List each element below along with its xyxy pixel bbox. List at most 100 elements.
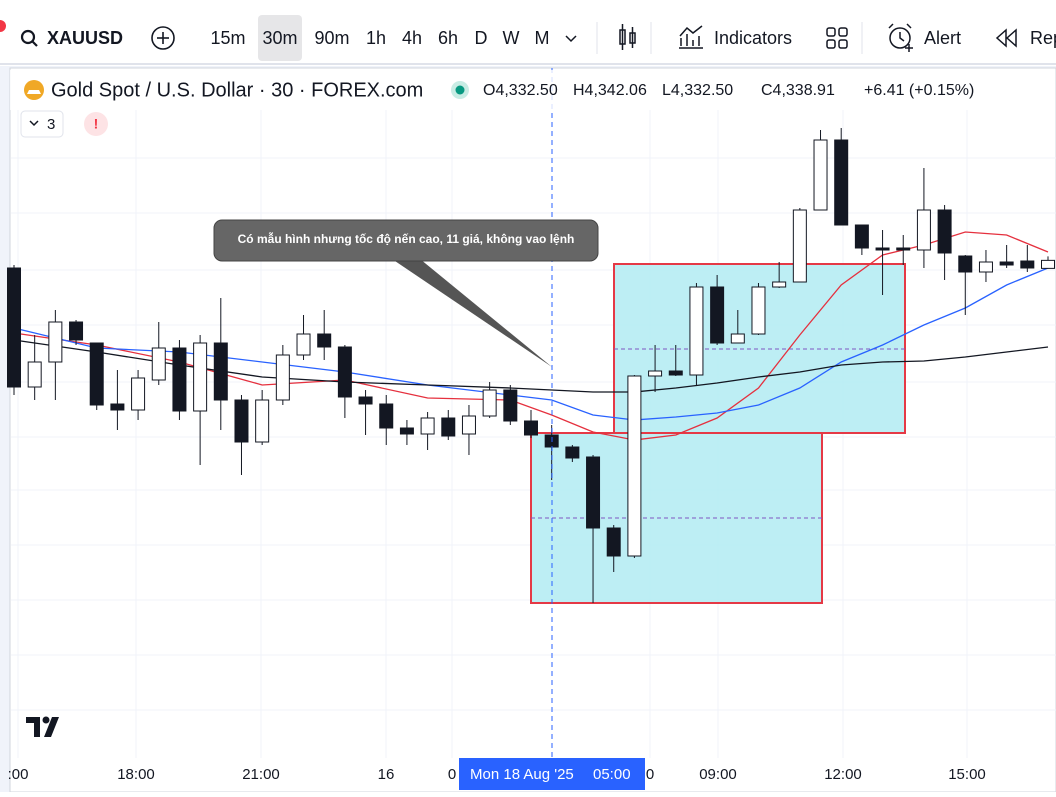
x-tick-label: 18:00 — [117, 766, 155, 783]
alert-badge: ! — [94, 116, 99, 132]
candle-body — [172, 347, 187, 412]
candle-body — [151, 347, 166, 381]
crosshair-time: 05:00 — [593, 766, 631, 783]
candle-body — [255, 399, 270, 443]
candle-body — [379, 403, 394, 429]
market-status-dot — [455, 85, 465, 95]
crosshair-date: Mon 18 Aug '25 — [470, 766, 574, 783]
candle-body — [730, 333, 745, 344]
legend-value: +6.41 (+0.15%) — [864, 82, 974, 99]
toolbar — [0, 0, 1056, 64]
x-tick-label: 09:00 — [699, 766, 737, 783]
search-icon — [20, 29, 38, 47]
legend-value: O4,332.50 — [483, 82, 558, 99]
x-tick-label: 0 — [448, 766, 456, 783]
x-tick-label: 0 — [646, 766, 654, 783]
interval-button[interactable]: 90m — [314, 28, 349, 48]
candle-body — [48, 321, 63, 363]
position-box[interactable] — [530, 432, 823, 604]
candle-body — [131, 377, 146, 411]
candle-body — [606, 527, 621, 557]
symbol[interactable]: XAUUSD — [47, 28, 123, 48]
interval-button[interactable]: 4h — [402, 28, 422, 48]
candle-body — [937, 209, 952, 254]
interval-button[interactable]: 30m — [262, 28, 297, 48]
candle-body — [399, 427, 414, 435]
chevron — [29, 120, 39, 127]
candle-body — [627, 375, 642, 557]
candle-body — [441, 417, 456, 437]
alert-icon[interactable] — [888, 23, 913, 52]
replay-button[interactable]: Rep — [1030, 28, 1056, 48]
candle-body — [648, 370, 663, 377]
candle-body — [1020, 260, 1035, 269]
candle-body — [792, 209, 807, 283]
candle-body — [524, 420, 538, 436]
candle-body — [503, 389, 518, 422]
x-tick-label: 12:00 — [824, 766, 862, 783]
replay-icon[interactable] — [995, 28, 1017, 48]
callout-text: Có mẫu hình nhưng tốc độ nến cao, 11 giá… — [238, 231, 575, 246]
x-tick-label: :00 — [8, 766, 29, 783]
notification-dot — [0, 20, 6, 32]
alert-badge-bg[interactable] — [84, 112, 108, 136]
chart-title: Gold Spot / U.S. Dollar · 30 · FOREX.com — [51, 79, 423, 101]
candle-body — [586, 456, 601, 529]
candle-body — [813, 139, 828, 211]
candle-body — [193, 342, 208, 412]
candle-body — [296, 333, 311, 356]
interval-button[interactable]: 1h — [366, 28, 386, 48]
candle-body — [834, 139, 849, 226]
candle-body — [875, 247, 890, 251]
symbol-logo-mark — [27, 90, 41, 94]
candle-body — [7, 267, 21, 388]
candle-body — [668, 370, 683, 376]
candle-body — [275, 354, 290, 401]
callout[interactable] — [213, 219, 599, 262]
x-tick-label: 21:00 — [242, 766, 280, 783]
candle-body — [772, 281, 787, 288]
alert-button[interactable]: Alert — [924, 28, 961, 48]
candle-body — [420, 417, 435, 435]
interval-active-bg — [258, 15, 302, 61]
candle-body — [110, 403, 125, 411]
candle-body — [482, 389, 497, 417]
legend-bg — [10, 70, 970, 110]
candle-body — [710, 286, 725, 344]
chart-type-icon[interactable] — [619, 24, 636, 50]
interval-button[interactable]: M — [535, 28, 550, 48]
candle-body — [213, 342, 228, 401]
interval-button[interactable]: W — [503, 28, 520, 48]
candle-body — [337, 346, 352, 398]
candle-body — [234, 399, 249, 443]
crosshair-label-bg — [459, 758, 645, 790]
indicators-icon[interactable] — [679, 25, 703, 49]
callout-tail — [392, 259, 552, 367]
candle-body — [896, 247, 911, 251]
candle-body — [69, 321, 84, 341]
x-tick-label: 16 — [378, 766, 395, 783]
indicators-button[interactable]: Indicators — [714, 28, 792, 48]
x-tick-label: 15:00 — [948, 766, 986, 783]
tv-logo — [26, 716, 59, 737]
indicator-count: 3 — [47, 116, 55, 133]
candle-body — [854, 224, 869, 249]
candle-body — [358, 396, 373, 405]
candle-body — [978, 261, 993, 273]
candle-body — [317, 333, 332, 348]
legend-value: C4,338.91 — [761, 82, 835, 99]
candle-body — [958, 255, 973, 273]
candle-body — [751, 286, 766, 335]
layout-icon[interactable] — [826, 27, 848, 49]
add-symbol[interactable] — [151, 26, 175, 50]
candle-body — [461, 415, 476, 435]
interval-button[interactable]: D — [475, 28, 488, 48]
interval-button[interactable]: 15m — [210, 28, 245, 48]
interval-button[interactable]: 6h — [438, 28, 458, 48]
candle-body — [565, 446, 580, 459]
interval-menu[interactable] — [565, 35, 577, 43]
legend-value: H4,342.06 — [573, 82, 647, 99]
candle-body — [89, 342, 104, 406]
indicator-toggle[interactable] — [20, 110, 64, 138]
candle-body — [916, 209, 931, 251]
